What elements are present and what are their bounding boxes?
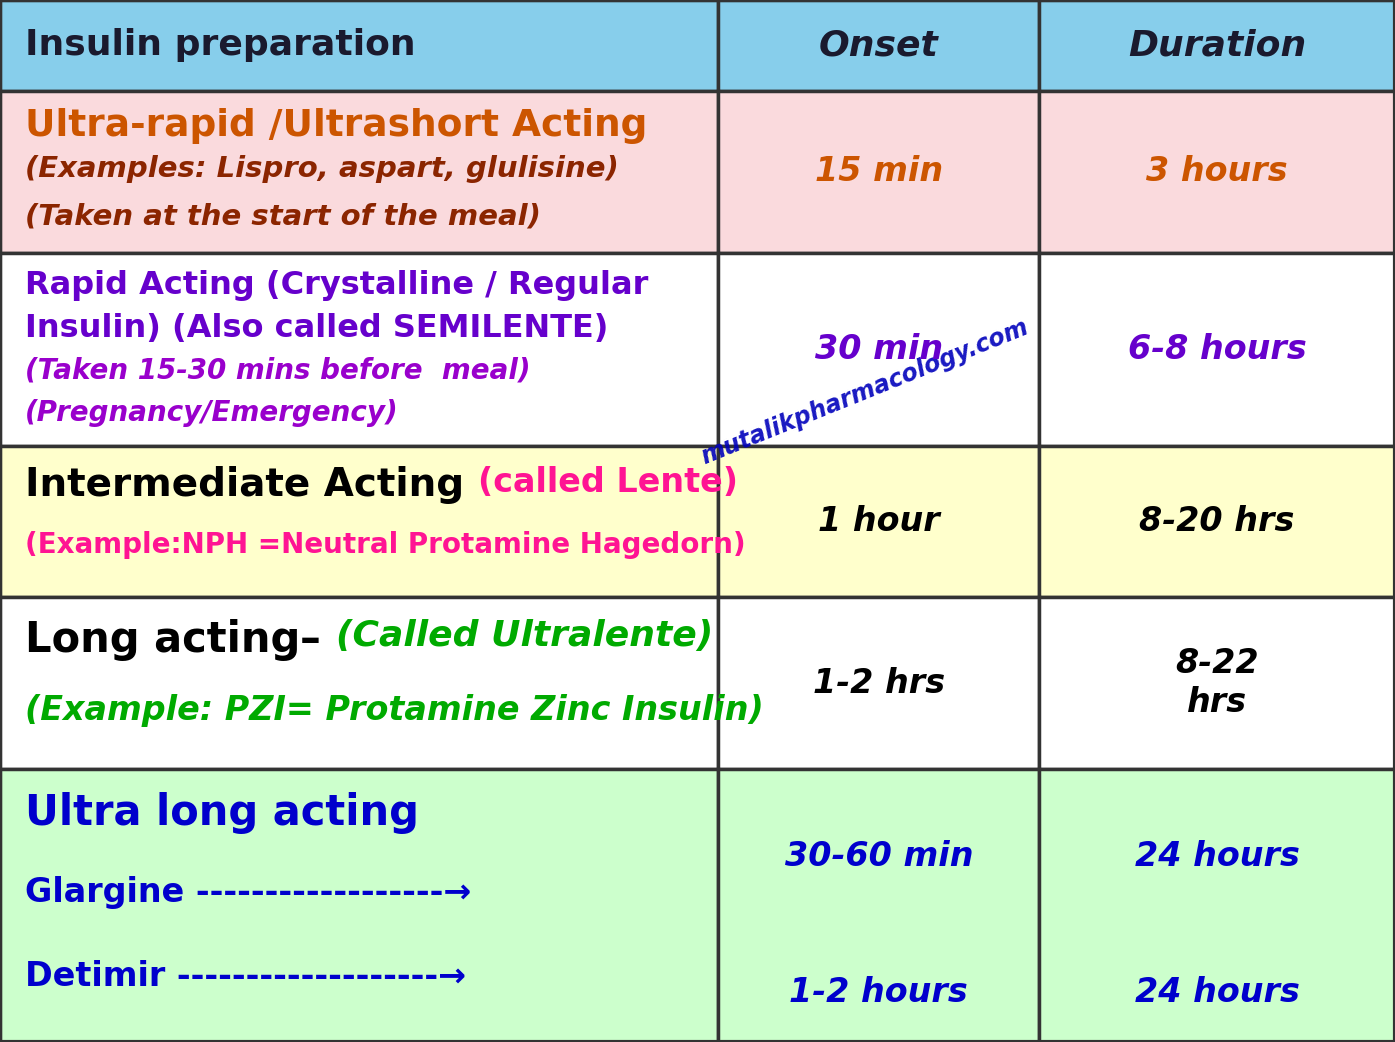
Text: (Example: PZI= Protamine Zinc Insulin): (Example: PZI= Protamine Zinc Insulin) [25, 694, 764, 727]
Text: 3 hours: 3 hours [1147, 155, 1288, 189]
Text: 8-22
hrs: 8-22 hrs [1176, 647, 1258, 719]
Text: 24 hours: 24 hours [1134, 840, 1300, 873]
Text: 24 hours: 24 hours [1134, 976, 1300, 1010]
Text: Insulin) (Also called SEMILENTE): Insulin) (Also called SEMILENTE) [25, 313, 608, 344]
Bar [0, 769, 718, 1042]
Text: 6-8 hours: 6-8 hours [1127, 333, 1307, 366]
Text: mutalikpharmacology.com: mutalikpharmacology.com [698, 315, 1032, 469]
Bar [1039, 446, 1395, 597]
Bar [718, 597, 1039, 769]
Text: (Example:NPH =Neutral Protamine Hagedorn): (Example:NPH =Neutral Protamine Hagedorn… [25, 531, 746, 560]
Bar [718, 446, 1039, 597]
Text: Ultra-rapid /Ultrashort Acting: Ultra-rapid /Ultrashort Acting [25, 108, 647, 144]
Bar [1039, 597, 1395, 769]
Bar [718, 253, 1039, 446]
Text: 1 hour: 1 hour [817, 505, 940, 538]
Text: Duration: Duration [1129, 28, 1306, 63]
Bar [718, 0, 1039, 91]
Bar [0, 0, 718, 91]
Text: Onset: Onset [819, 28, 939, 63]
Bar [0, 91, 718, 253]
Text: –: – [300, 619, 336, 661]
Text: (Taken at the start of the meal): (Taken at the start of the meal) [25, 202, 541, 230]
Bar [0, 253, 718, 446]
Text: Intermediate Acting: Intermediate Acting [25, 466, 477, 504]
Bar [1039, 91, 1395, 253]
Text: Ultra long acting: Ultra long acting [25, 792, 418, 834]
Text: Rapid Acting (Crystalline / Regular: Rapid Acting (Crystalline / Regular [25, 270, 649, 301]
Text: 30 min: 30 min [815, 333, 943, 366]
Text: 8-20 hrs: 8-20 hrs [1140, 505, 1295, 538]
Text: Insulin preparation: Insulin preparation [25, 28, 416, 63]
Text: 30-60 min: 30-60 min [784, 840, 974, 873]
Text: (Examples: Lispro, aspart, glulisine): (Examples: Lispro, aspart, glulisine) [25, 155, 619, 183]
Text: (Called Ultralente): (Called Ultralente) [336, 619, 713, 653]
Text: 1-2 hours: 1-2 hours [790, 976, 968, 1010]
Text: Detimir -------------------→: Detimir -------------------→ [25, 960, 466, 993]
Bar [1039, 0, 1395, 91]
Bar [718, 91, 1039, 253]
Text: 1-2 hrs: 1-2 hrs [813, 667, 944, 699]
Bar [1039, 769, 1395, 1042]
Text: 15 min: 15 min [815, 155, 943, 189]
Text: (Taken 15-30 mins before  meal): (Taken 15-30 mins before meal) [25, 356, 530, 384]
Text: (Pregnancy/Emergency): (Pregnancy/Emergency) [25, 399, 399, 427]
Text: Glargine ------------------→: Glargine ------------------→ [25, 876, 472, 909]
Text: Long acting: Long acting [25, 619, 300, 661]
Bar [718, 769, 1039, 1042]
Bar [0, 597, 718, 769]
Bar [1039, 253, 1395, 446]
Bar [0, 446, 718, 597]
Text: (called Lente): (called Lente) [477, 466, 738, 499]
